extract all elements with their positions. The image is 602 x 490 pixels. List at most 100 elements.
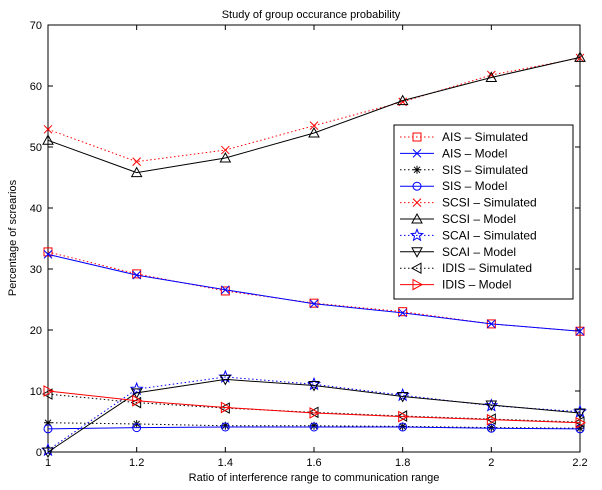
data-point — [309, 121, 319, 131]
data-point — [486, 413, 498, 426]
x-axis-label: Ratio of interference range to communica… — [189, 472, 440, 484]
data-point — [309, 407, 321, 419]
series-line — [47, 390, 581, 424]
data-point — [42, 134, 54, 145]
y-tick-label: 10 — [30, 386, 42, 398]
series-line — [47, 378, 581, 453]
series-line — [47, 376, 581, 451]
data-point — [219, 151, 232, 163]
legend-label: IDIS – Simulated — [442, 261, 532, 275]
data-point — [220, 285, 230, 295]
data-point — [398, 422, 408, 432]
data-point — [43, 424, 53, 434]
data-point — [398, 422, 407, 431]
legend-marker — [411, 212, 423, 224]
data-point — [486, 423, 496, 433]
series-3 — [43, 422, 585, 434]
legend-label: SCSI – Simulated — [442, 196, 537, 210]
legend-item: SIS – Simulated — [400, 163, 528, 177]
legend-marker — [412, 149, 422, 158]
legend-marker — [412, 132, 422, 142]
data-point — [43, 124, 53, 134]
series-9 — [43, 385, 587, 429]
data-point — [485, 400, 498, 412]
legend-marker — [412, 198, 422, 207]
data-point — [398, 307, 408, 317]
data-point — [485, 71, 498, 82]
series-5 — [42, 51, 586, 178]
data-point — [574, 408, 586, 419]
y-tick-label: 30 — [30, 264, 42, 276]
data-point — [310, 421, 318, 430]
legend-box — [393, 124, 574, 300]
data-point — [309, 299, 319, 309]
legend-marker — [412, 278, 424, 291]
axis-ticks: 1 1.2 1.4 1.6 1.8 2 2.2 0 10 20 30 40 50 60 70 — [30, 20, 588, 469]
data-point — [132, 394, 143, 407]
data-point — [484, 398, 499, 412]
series-layer — [40, 51, 588, 459]
legend-label: SIS – Simulated — [442, 163, 528, 177]
data-point — [220, 422, 230, 432]
data-point — [574, 51, 586, 62]
legend-marker — [413, 165, 421, 174]
legend-label: SCSI – Model — [442, 212, 516, 226]
legend-item: SIS – Model — [400, 179, 507, 193]
data-point — [576, 424, 584, 433]
data-point — [398, 410, 409, 423]
y-tick-label: 50 — [30, 142, 42, 154]
data-point — [398, 308, 408, 318]
data-point — [575, 416, 587, 429]
data-point — [132, 270, 142, 280]
data-point — [132, 423, 142, 433]
data-point — [41, 388, 53, 400]
data-point — [44, 418, 52, 427]
y-tick-label: 60 — [30, 81, 42, 93]
data-point — [43, 247, 53, 257]
data-point — [42, 447, 54, 459]
x-tick-label: 1.4 — [218, 457, 233, 469]
x-tick-label: 2 — [488, 457, 494, 469]
data-point — [486, 319, 496, 329]
legend-marker — [411, 247, 423, 258]
data-point — [220, 401, 232, 414]
x-tick-label: 1 — [45, 457, 51, 469]
data-point — [308, 126, 320, 138]
y-tick-label: 0 — [36, 447, 42, 459]
data-point — [308, 381, 320, 392]
x-tick-label: 1.2 — [129, 457, 144, 469]
data-point — [219, 374, 232, 386]
series-1 — [43, 250, 585, 336]
series-line — [47, 56, 581, 174]
data-point — [220, 286, 230, 296]
data-point — [575, 326, 585, 336]
y-tick-label: 20 — [30, 325, 42, 337]
legend-marker — [410, 262, 422, 275]
y-axis-label: Percentage of screarios — [7, 179, 19, 296]
data-point — [575, 53, 585, 63]
legend-item: IDIS – Model — [400, 278, 511, 292]
series-line — [47, 426, 581, 430]
y-tick-label: 70 — [30, 20, 42, 32]
data-point — [487, 423, 496, 432]
legend-item: SCAI – Simulated — [400, 228, 537, 242]
legend-label: SCAI – Simulated — [442, 228, 537, 242]
legend-marker — [412, 181, 422, 191]
series-line — [47, 393, 581, 423]
legend-item: SCSI – Simulated — [400, 196, 537, 210]
data-point — [309, 422, 319, 432]
data-point — [132, 157, 142, 166]
y-tick-label: 40 — [30, 203, 42, 215]
legend-label: AIS – Model — [442, 146, 507, 160]
data-point — [43, 385, 55, 397]
legend-marker — [409, 228, 425, 242]
x-tick-label: 1.8 — [395, 457, 410, 469]
x-tick-label: 2.2 — [572, 457, 587, 469]
legend-item: AIS – Simulated — [400, 130, 528, 144]
legend-item: SCAI – Model — [400, 245, 516, 259]
legend-item: AIS – Model — [400, 146, 507, 160]
x-tick-label: 1.6 — [306, 457, 321, 469]
legend-label: AIS – Simulated — [442, 130, 528, 144]
data-point — [130, 388, 143, 399]
